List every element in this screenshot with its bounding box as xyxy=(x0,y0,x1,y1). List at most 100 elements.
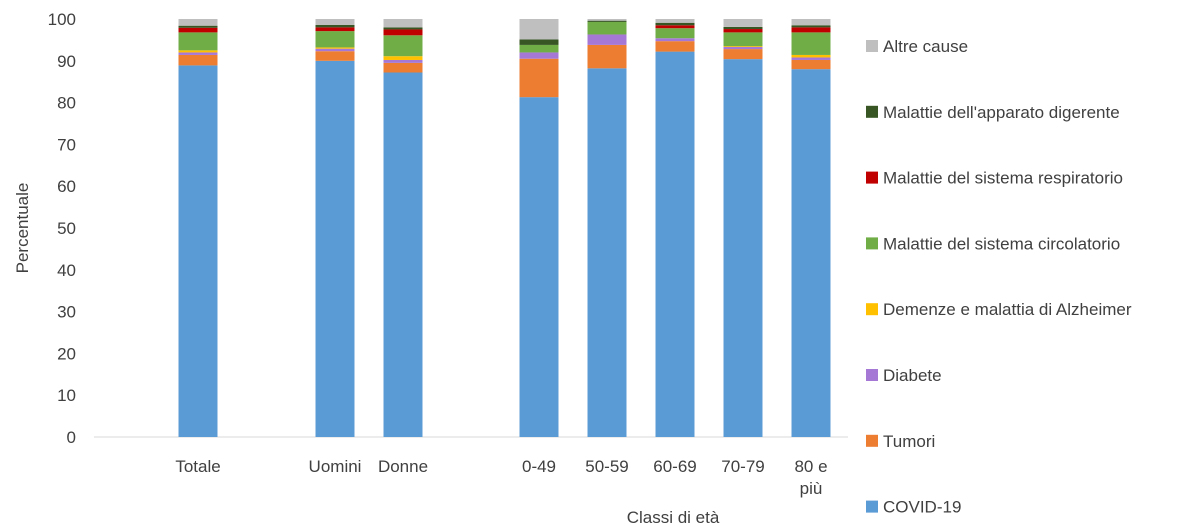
bar-segment xyxy=(655,25,695,29)
legend-swatch xyxy=(866,500,878,513)
bar-segment xyxy=(791,27,831,33)
y-tick-label: 10 xyxy=(57,386,76,405)
bar-segment xyxy=(587,68,627,437)
bar-segment xyxy=(519,97,559,437)
bar-segment xyxy=(655,22,695,26)
legend-item: Diabete xyxy=(866,366,942,385)
x-tick-label: 50-59 xyxy=(585,457,628,476)
bar-stack xyxy=(383,19,423,437)
bar-segment xyxy=(315,51,355,61)
legend-label: Tumori xyxy=(883,432,935,451)
bar-segment xyxy=(315,19,355,25)
y-tick-label: 90 xyxy=(57,52,76,71)
bar-segment xyxy=(383,29,423,36)
legend-swatch xyxy=(866,369,878,381)
legend-swatch xyxy=(866,237,878,250)
bar-segment xyxy=(178,19,218,26)
bar-segment xyxy=(587,21,627,35)
bar-segment xyxy=(587,34,627,45)
bar-stack xyxy=(519,19,559,437)
legend-label: Malattie del sistema respiratorio xyxy=(883,169,1123,188)
y-axis-tick-labels: 0 10 20 30 40 50 60 70 80 90 100 xyxy=(48,10,76,447)
bar-segment xyxy=(519,58,559,98)
x-tick-label: 70-79 xyxy=(721,457,764,476)
y-tick-label: 50 xyxy=(57,219,76,238)
bar-series xyxy=(178,19,831,438)
bar-segment xyxy=(383,72,423,437)
y-tick-label: 20 xyxy=(57,344,76,363)
bar-segment xyxy=(178,65,218,437)
legend-item: COVID-19 xyxy=(866,498,961,517)
x-tick-label: Donne xyxy=(378,457,428,476)
bar-segment xyxy=(383,59,423,63)
bar-segment xyxy=(519,44,559,53)
x-tick-label: 80 e più xyxy=(794,457,827,498)
bar-segment xyxy=(178,25,218,28)
bar-segment xyxy=(723,47,763,50)
bar-stack xyxy=(315,19,355,438)
bar-segment xyxy=(791,57,831,60)
x-tick-label: 60-69 xyxy=(653,457,696,476)
bar-segment xyxy=(723,59,763,438)
legend-label: Malattie dell'apparato digerente xyxy=(883,103,1120,122)
legend-item: Tumori xyxy=(866,432,935,451)
bar-segment xyxy=(383,19,423,28)
legend-swatch xyxy=(866,434,878,447)
bar-segment xyxy=(587,20,627,22)
legend-swatch xyxy=(866,40,878,52)
y-tick-label: 100 xyxy=(48,10,76,29)
bar-stack xyxy=(655,19,695,437)
bar-segment xyxy=(178,32,218,51)
bar-segment xyxy=(723,32,763,47)
x-tick-label: 0-49 xyxy=(522,457,556,476)
bar-segment xyxy=(655,51,695,437)
y-tick-label: 40 xyxy=(57,261,76,280)
bar-segment xyxy=(723,46,763,48)
bar-segment xyxy=(519,19,559,40)
x-axis-tick-labels: Totale Uomini Donne 0-49 50-59 60-69 70-79 80 e… xyxy=(175,457,827,498)
legend-swatch xyxy=(866,303,878,316)
y-axis-title: Percentuale xyxy=(13,183,32,274)
bar-segment xyxy=(655,19,695,23)
bar-segment xyxy=(383,27,423,30)
bar-segment xyxy=(791,54,831,58)
bar-segment xyxy=(519,39,559,45)
bar-segment xyxy=(587,19,627,21)
y-tick-label: 70 xyxy=(57,135,76,154)
bar-segment xyxy=(791,19,831,26)
bar-segment xyxy=(315,24,355,28)
bar-segment xyxy=(315,48,355,52)
bar-segment xyxy=(178,54,218,66)
legend-swatch xyxy=(866,171,878,184)
legend: Altre cause Malattie dell'apparato digere… xyxy=(866,37,1132,517)
bar-segment xyxy=(791,59,831,70)
bar-segment xyxy=(587,44,627,69)
bar-segment xyxy=(178,50,218,53)
bar-stack xyxy=(178,19,218,437)
bar-segment xyxy=(315,27,355,32)
bar-stack xyxy=(791,19,831,437)
legend-label: COVID-19 xyxy=(883,498,961,517)
y-tick-label: 30 xyxy=(57,303,76,322)
legend-swatch xyxy=(866,105,878,118)
bar-segment xyxy=(383,35,423,57)
x-tick-label: Uomini xyxy=(309,457,362,476)
bar-segment xyxy=(723,26,763,30)
legend-item: Malattie dell'apparato digerente xyxy=(866,103,1120,122)
y-tick-label: 0 xyxy=(67,428,76,447)
legend-label: Altre cause xyxy=(883,37,968,56)
bar-segment xyxy=(383,62,423,73)
y-tick-label: 60 xyxy=(57,177,76,196)
bar-segment xyxy=(791,32,831,55)
legend-label: Diabete xyxy=(883,366,942,385)
bar-segment xyxy=(791,69,831,437)
bar-segment xyxy=(315,31,355,48)
legend-item: Malattie del sistema circolatorio xyxy=(866,234,1120,253)
bar-segment xyxy=(723,19,763,27)
x-axis-title: Classi di età xyxy=(627,508,720,527)
legend-item: Malattie del sistema respiratorio xyxy=(866,169,1123,188)
bar-segment xyxy=(655,28,695,39)
x-tick-label: Totale xyxy=(175,457,220,476)
legend-label: Demenze e malattia di Alzheimer xyxy=(883,300,1132,319)
